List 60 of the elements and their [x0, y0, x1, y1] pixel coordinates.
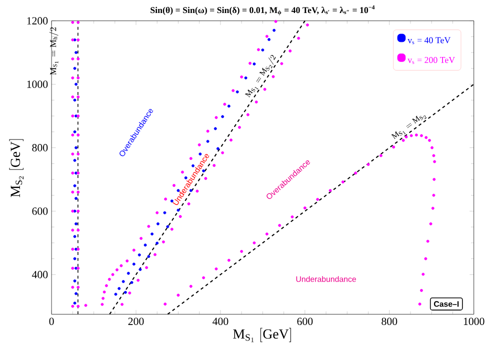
y-tick-label: 1000: [27, 80, 48, 88]
point: [74, 292, 78, 296]
legend-label: v$_{s}$ = 40 TeV: [408, 37, 451, 44]
point: [216, 147, 220, 150]
point: [130, 281, 134, 284]
point: [144, 244, 147, 247]
ref-line-label: $\mathrm{M}_{\mathrm{S}_1} = \mathrm{M}_\mathrm{h}/2$: [49, 27, 58, 75]
point: [73, 257, 76, 260]
point: [118, 287, 121, 290]
x-tick-label: 0: [49, 318, 54, 326]
point: [138, 253, 141, 256]
point: [73, 98, 76, 102]
series-label: $\mathrm{M}_{\mathrm{S}_1} = \mathrm{M}_{\mathrm{S}_2}$: [391, 116, 427, 140]
point: [73, 66, 76, 70]
point: [176, 208, 180, 212]
y-tick-label: 800: [32, 144, 48, 152]
x-tick-label: 1000: [464, 318, 484, 326]
point: [150, 232, 154, 236]
point: [214, 127, 217, 130]
point: [166, 225, 170, 228]
point: [268, 38, 271, 42]
point: [74, 82, 78, 86]
y-tick-label: 1200: [27, 17, 48, 25]
point: [73, 280, 76, 282]
x-tick-label: 400: [212, 318, 228, 326]
point: [261, 48, 264, 52]
y-tick-label: 600: [32, 208, 48, 215]
point: [156, 222, 160, 226]
point: [147, 255, 150, 258]
x-tick-label: 600: [297, 318, 313, 326]
point: [221, 115, 224, 118]
point: [272, 28, 276, 32]
point: [73, 130, 76, 134]
point: [206, 140, 210, 143]
x-tick-label: 800: [382, 318, 398, 326]
point: [114, 292, 118, 296]
series-label: $\mathrm{M}_{\mathrm{S}_1} = \mathrm{M}_{\mathrm{S}_2}/2$: [244, 55, 276, 98]
point: [74, 51, 78, 54]
point: [227, 104, 230, 108]
point: [74, 146, 78, 150]
point: [138, 268, 142, 272]
point: [122, 280, 125, 284]
y-axis-title: $\mathrm{M}_{\mathrm{S}_2}\ [\mathrm{GeV}]$: [9, 139, 24, 198]
legend-label: v$_{s}$ = 200 TeV: [408, 57, 455, 64]
point: [124, 290, 127, 294]
y-tick-label: 400: [32, 270, 48, 278]
point: [132, 262, 136, 266]
point: [73, 235, 76, 238]
x-tick-label: 200: [128, 318, 144, 326]
point: [74, 197, 78, 200]
chart-title: Sin(θ) = Sin(ω) = Sin(δ) = 0.01, M$_{ϕ}$ = 40 TeV, λ$_{s′}$ = λ$_{s″}$ = 10$^{−4}$: [150, 5, 375, 16]
point: [74, 222, 78, 226]
x-axis-title: $\mathrm{M}_{\mathrm{S}_1}\ [\mathrm{GeV}]$: [233, 328, 291, 342]
point: [73, 158, 76, 162]
point: [156, 242, 159, 245]
point: [126, 272, 130, 275]
point: [236, 90, 239, 94]
point: [73, 184, 76, 188]
point: [73, 302, 76, 305]
point: [163, 211, 166, 214]
